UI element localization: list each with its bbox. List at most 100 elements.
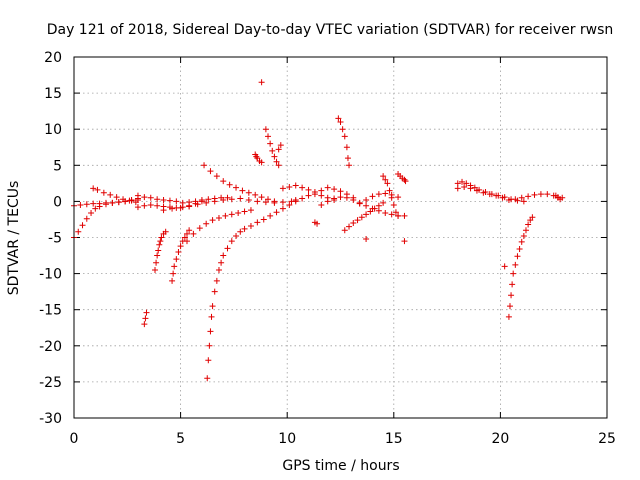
data-point xyxy=(90,200,97,207)
x-tick-label: 10 xyxy=(278,431,296,447)
data-point xyxy=(525,193,532,200)
series-track-y xyxy=(380,173,402,219)
data-point xyxy=(83,215,90,222)
data-point xyxy=(218,259,225,266)
data-point xyxy=(382,209,389,216)
data-point xyxy=(215,266,222,273)
data-point xyxy=(367,208,374,215)
data-point xyxy=(203,199,210,206)
data-point xyxy=(350,220,357,227)
series-track-z xyxy=(395,170,409,185)
data-point xyxy=(233,184,240,191)
data-point xyxy=(205,357,212,364)
series-track-j xyxy=(201,162,278,205)
data-point xyxy=(299,195,306,202)
data-point xyxy=(75,228,82,235)
data-point xyxy=(153,259,160,266)
data-point xyxy=(271,198,278,205)
data-point xyxy=(339,126,346,133)
data-point xyxy=(363,235,370,242)
data-point xyxy=(384,180,391,187)
data-point xyxy=(120,196,127,203)
series-track-g xyxy=(134,192,231,206)
data-point xyxy=(525,221,532,228)
data-point xyxy=(258,194,265,201)
data-point xyxy=(271,153,278,160)
data-point xyxy=(224,245,231,252)
series-track-ad xyxy=(493,191,561,203)
data-point xyxy=(337,118,344,125)
data-point xyxy=(96,200,103,207)
data-point xyxy=(401,212,408,219)
data-point xyxy=(346,223,353,230)
data-point xyxy=(520,198,527,205)
series-track-l xyxy=(204,198,299,382)
data-point xyxy=(331,195,338,202)
data-point xyxy=(239,187,246,194)
data-point xyxy=(160,196,167,203)
data-point xyxy=(211,288,218,295)
data-point xyxy=(369,193,376,200)
y-tick-label: -5 xyxy=(48,231,62,247)
x-tick-labels: 0 5 10 15 20 25 xyxy=(70,431,616,447)
data-point xyxy=(206,342,213,349)
data-point xyxy=(158,234,165,241)
data-point xyxy=(337,188,344,195)
data-point xyxy=(537,191,544,198)
data-point xyxy=(454,185,461,192)
data-point xyxy=(509,281,516,288)
data-point xyxy=(531,191,538,198)
data-point xyxy=(522,227,529,234)
data-point xyxy=(154,252,161,259)
data-point xyxy=(463,180,470,187)
data-point xyxy=(512,196,519,203)
data-point xyxy=(220,252,227,259)
series-track-n xyxy=(258,79,265,86)
data-point xyxy=(134,192,141,199)
data-point xyxy=(467,185,474,192)
data-point xyxy=(279,185,286,192)
data-point xyxy=(388,194,395,201)
data-point xyxy=(152,266,159,273)
data-point xyxy=(275,162,282,169)
data-point xyxy=(390,202,397,209)
data-point xyxy=(343,144,350,151)
data-point xyxy=(235,209,242,216)
data-point xyxy=(343,194,350,201)
series-track-e xyxy=(152,228,169,273)
data-point xyxy=(209,217,216,224)
data-point xyxy=(134,204,141,211)
data-point xyxy=(265,196,272,203)
data-point xyxy=(341,133,348,140)
data-point xyxy=(196,225,203,232)
data-point xyxy=(143,309,150,316)
data-point xyxy=(252,191,259,198)
x-tick-label: 25 xyxy=(598,431,616,447)
data-point xyxy=(292,182,299,189)
data-point xyxy=(318,187,325,194)
data-point xyxy=(154,202,161,209)
data-point xyxy=(382,190,389,197)
data-point xyxy=(183,238,190,245)
data-point xyxy=(275,146,282,153)
data-point xyxy=(186,227,193,234)
data-point xyxy=(324,184,331,191)
data-point xyxy=(401,176,408,183)
data-point xyxy=(375,207,382,214)
series-track-p xyxy=(275,142,284,153)
y-axis-label: SDTVAR / TECUs xyxy=(6,181,22,296)
data-point xyxy=(141,202,148,209)
data-point xyxy=(109,199,116,206)
data-point xyxy=(501,263,508,270)
data-point xyxy=(173,198,180,205)
data-point xyxy=(169,205,176,212)
data-point xyxy=(279,199,286,206)
data-point xyxy=(208,313,215,320)
data-points xyxy=(71,79,566,382)
data-point xyxy=(157,238,164,245)
series-track-v xyxy=(341,199,387,234)
data-point xyxy=(247,222,254,229)
data-point xyxy=(286,183,293,190)
data-point xyxy=(341,227,348,234)
data-point xyxy=(245,196,252,203)
